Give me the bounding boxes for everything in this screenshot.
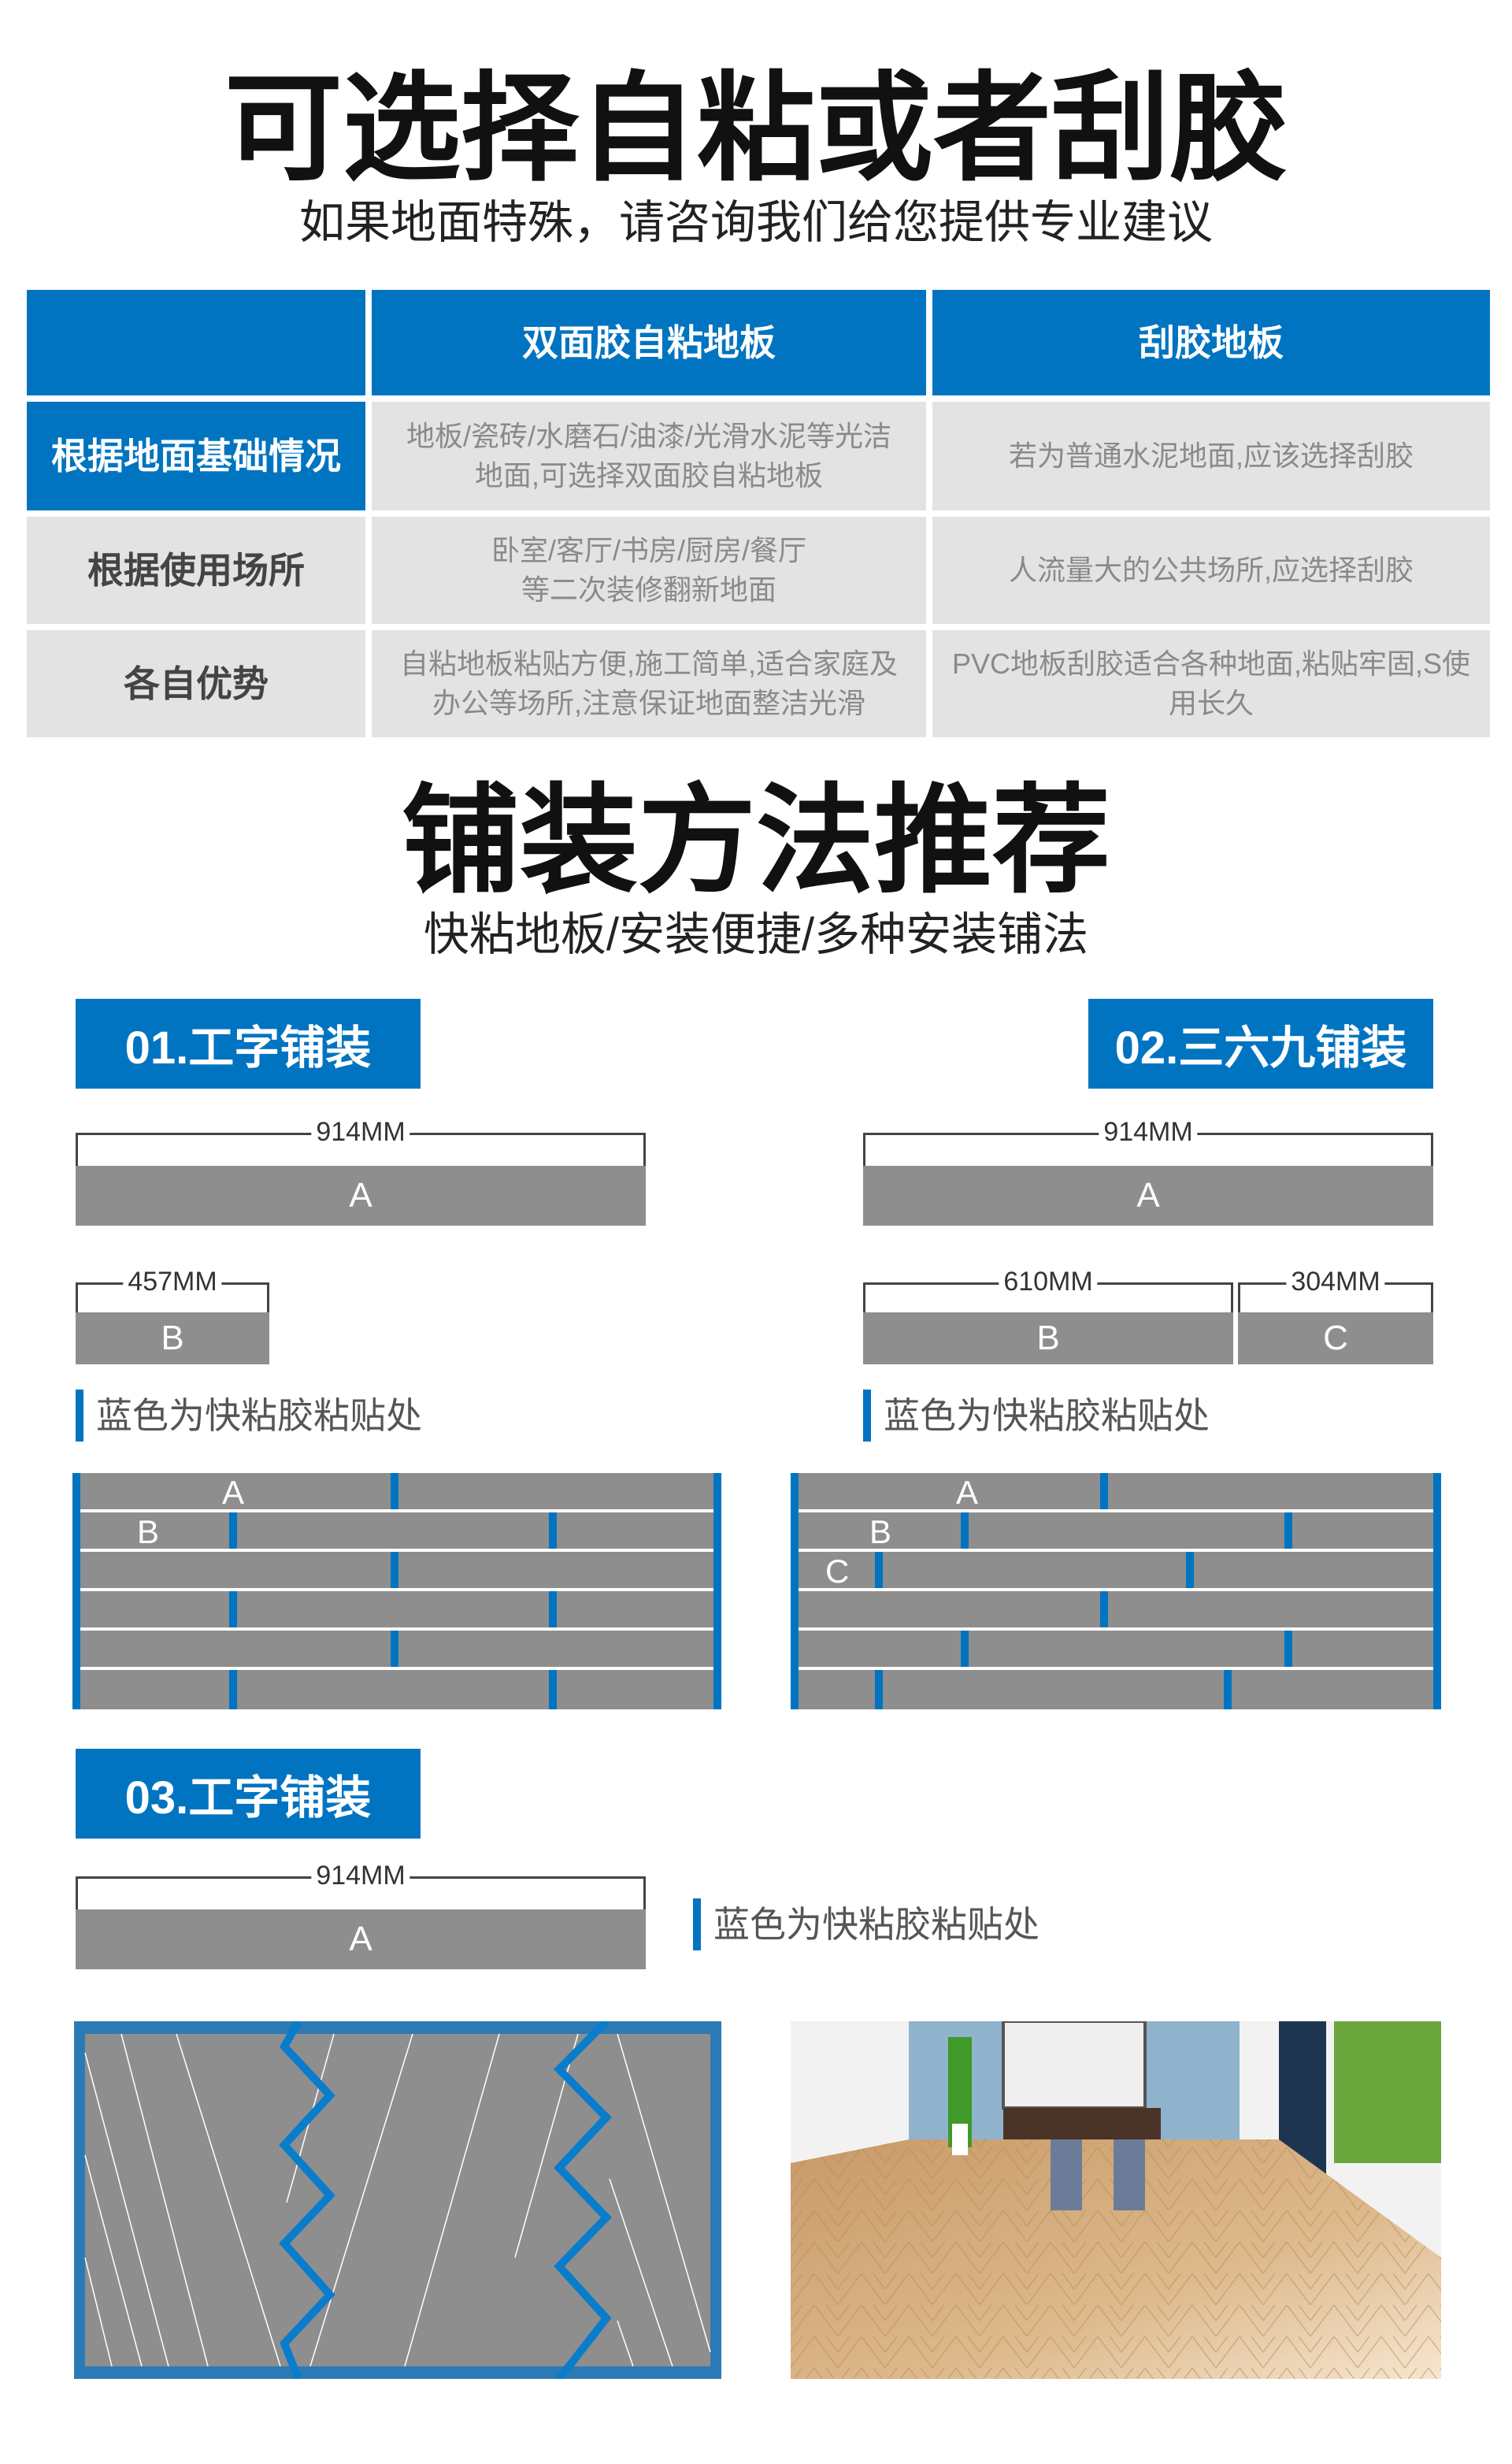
- glue-joint: [548, 1591, 557, 1627]
- glue-joint: [960, 1512, 969, 1549]
- table-cell: 卧室/客厅/书房/厨房/餐厅等二次装修翻新地面: [372, 517, 926, 624]
- plank-a: A: [863, 1166, 1433, 1226]
- method1-layout-diagram: A B: [72, 1473, 721, 1709]
- plank-b: B: [76, 1312, 269, 1364]
- row-label: 根据使用场所: [27, 517, 365, 624]
- diagram-label: A: [956, 1474, 979, 1511]
- plank-seams: [84, 2033, 711, 2367]
- dimension-label: 914MM: [1099, 1116, 1198, 1148]
- glue-joint: [548, 1512, 557, 1549]
- office-floor-photo: [791, 2021, 1441, 2379]
- diagram-label: B: [869, 1513, 892, 1550]
- glue-joint: [1185, 1552, 1194, 1588]
- header-self-adhesive: 双面胶自粘地板: [372, 290, 926, 395]
- dimension-line: 304MM: [1238, 1266, 1433, 1314]
- glue-joint: [960, 1631, 969, 1667]
- herringbone-diagram: [74, 2021, 721, 2379]
- glue-legend: 蓝色为快粘胶粘贴处: [693, 1898, 1040, 1950]
- glue-joint: [1224, 1670, 1232, 1709]
- glue-joint: [874, 1552, 883, 1588]
- header-glue: 刮胶地板: [932, 290, 1490, 395]
- glue-zigzag: [279, 2021, 335, 2379]
- section1-subtitle: 如果地面特殊，请咨询我们给您提供专业建议: [298, 197, 1213, 248]
- glue-joint: [1099, 1473, 1108, 1509]
- diagram-label: A: [222, 1474, 245, 1511]
- diagram-floor: [85, 2034, 710, 2366]
- glue-joint: [1284, 1631, 1292, 1667]
- glue-joint: [390, 1552, 398, 1588]
- diagram-label: C: [825, 1553, 850, 1590]
- plank-a: A: [76, 1909, 646, 1969]
- dimension-label: 914MM: [311, 1116, 410, 1148]
- plank-a: A: [76, 1166, 646, 1226]
- dimension-label: 610MM: [999, 1266, 1098, 1297]
- method2-badge: 02.三六九铺装: [1088, 999, 1433, 1089]
- glue-joint: [228, 1512, 237, 1549]
- glue-joint: [228, 1670, 237, 1709]
- dimension-line: 610MM: [863, 1266, 1233, 1314]
- diagram-label: B: [137, 1513, 160, 1550]
- table-cell: 若为普通水泥地面,应该选择刮胶: [932, 402, 1490, 510]
- section2-title: 铺装方法推荐: [401, 774, 1110, 907]
- row-label: 各自优势: [27, 630, 365, 737]
- table-corner: [27, 290, 365, 395]
- glue-joint: [548, 1670, 557, 1709]
- glue-legend: 蓝色为快粘胶粘贴处: [863, 1390, 1210, 1442]
- dimension-line: 457MM: [76, 1266, 269, 1314]
- dimension-label: 914MM: [311, 1860, 410, 1891]
- method2-layout-diagram: A B C: [791, 1473, 1441, 1709]
- dimension-line: 914MM: [76, 1116, 646, 1167]
- dimension-label: 304MM: [1286, 1266, 1385, 1297]
- method1-badge: 01.工字铺装: [76, 999, 421, 1089]
- glue-joint: [390, 1473, 398, 1509]
- table-cell: 地板/瓷砖/水磨石/油漆/光滑水泥等光洁地面,可选择双面胶自粘地板: [372, 402, 926, 510]
- glue-joint: [1099, 1591, 1108, 1627]
- glue-zigzag: [553, 2021, 612, 2379]
- glue-joint: [1284, 1512, 1292, 1549]
- dimension-line: 914MM: [76, 1860, 646, 1911]
- glue-legend: 蓝色为快粘胶粘贴处: [76, 1390, 422, 1442]
- table-cell: PVC地板刮胶适合各种地面,粘贴牢固,S使用长久: [932, 630, 1490, 737]
- dimension-label: 457MM: [123, 1266, 222, 1297]
- plank-c: C: [1238, 1312, 1433, 1364]
- section1-title: 可选择自粘或者刮胶: [224, 62, 1288, 195]
- glue-joint: [874, 1670, 883, 1709]
- section2-subtitle: 快粘地板/安装便捷/多种安装铺法: [423, 909, 1089, 960]
- plank-b: B: [863, 1312, 1233, 1364]
- row-label: 根据地面基础情况: [27, 402, 365, 510]
- dimension-line: 914MM: [863, 1116, 1433, 1167]
- table-cell: 人流量大的公共场所,应选择刮胶: [932, 517, 1490, 624]
- method3-badge: 03.工字铺装: [76, 1749, 421, 1839]
- table-cell: 自粘地板粘贴方便,施工简单,适合家庭及办公等场所,注意保证地面整洁光滑: [372, 630, 926, 737]
- glue-joint: [228, 1591, 237, 1627]
- glue-joint: [390, 1631, 398, 1667]
